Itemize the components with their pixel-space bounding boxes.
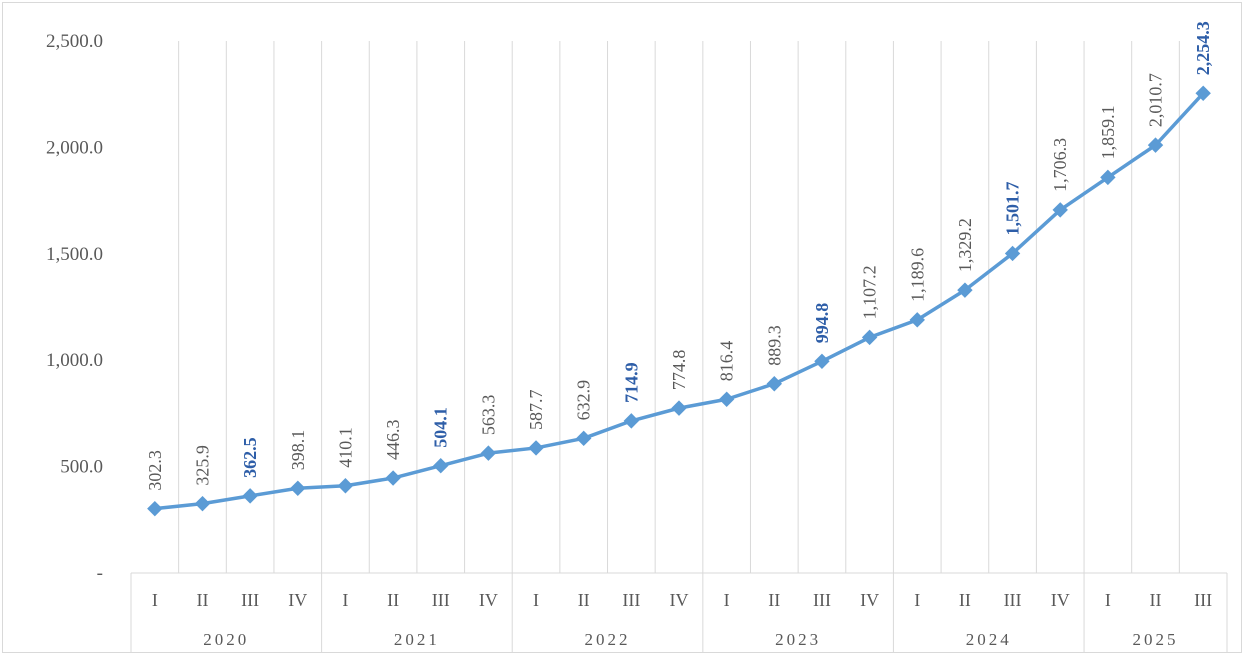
gridlines: [178, 41, 1180, 573]
series: [147, 85, 1211, 517]
data-point: [718, 391, 735, 407]
y-tick-label: 500.0: [60, 457, 103, 478]
year-label: 2020: [203, 630, 249, 649]
x-tick-label: IV: [479, 590, 498, 610]
x-tick-label: II: [196, 590, 208, 610]
data-labels: 302.3 325.9 362.5 398.1 410.1 446.3 504.1 563.3…: [145, 21, 1213, 490]
data-point: [1195, 85, 1211, 101]
y-tick-label: 2,000.0: [46, 137, 103, 158]
data-point: [147, 500, 163, 517]
x-tick-label: I: [342, 590, 348, 610]
data-point: [194, 495, 211, 512]
data-point: [385, 470, 401, 486]
x-tick-label: IV: [288, 590, 307, 610]
x-tick-label: II: [578, 590, 590, 610]
x-tick-label: III: [622, 590, 640, 610]
x-tick-label: IV: [860, 590, 879, 610]
data-label: 774.8: [669, 350, 689, 391]
data-point: [1100, 169, 1116, 186]
data-label: 1,706.3: [1050, 138, 1070, 192]
data-label: 504.1: [431, 407, 451, 448]
data-point: [433, 458, 449, 474]
x-tick-label: I: [152, 590, 158, 610]
x-tick-label: II: [768, 590, 780, 610]
x-tick-label: IV: [670, 590, 689, 610]
data-label: 398.1: [288, 430, 308, 471]
axes: [130, 572, 1228, 652]
data-label: 410.1: [335, 427, 355, 468]
data-label: 632.9: [574, 380, 594, 421]
data-label: 1,501.7: [1003, 181, 1023, 235]
data-label: 1,189.6: [907, 248, 927, 302]
data-label: 889.3: [764, 325, 784, 366]
x-tick-label: III: [241, 590, 259, 610]
year-label: 2022: [585, 630, 631, 649]
data-label: 994.8: [812, 303, 832, 344]
data-label: 302.3: [145, 450, 165, 491]
x-tick-label: II: [959, 590, 971, 610]
data-label: 2,010.7: [1146, 73, 1166, 127]
data-point: [766, 376, 783, 392]
data-point: [814, 353, 830, 370]
x-tick-label: I: [724, 590, 730, 610]
x-tick-label: IV: [1051, 590, 1070, 610]
y-tick-label: 1,000.0: [46, 350, 103, 371]
y-tick-label: -: [97, 563, 103, 584]
data-point: [861, 329, 878, 346]
data-point: [242, 488, 258, 504]
data-point: [1147, 137, 1164, 153]
x-tick-label: III: [813, 590, 831, 610]
data-point: [1004, 245, 1021, 262]
data-label: 2,254.3: [1193, 21, 1213, 75]
data-point: [337, 478, 354, 494]
data-point: [480, 445, 497, 461]
data-label: 325.9: [192, 445, 212, 486]
y-tick-label: 2,500.0: [46, 31, 103, 52]
x-tick-label: I: [533, 590, 539, 610]
year-label: 2023: [775, 630, 821, 649]
data-label: 587.7: [526, 389, 546, 430]
data-point: [1052, 202, 1068, 218]
x-tick-label: III: [432, 590, 450, 610]
x-tick-label: III: [1194, 590, 1212, 610]
data-label: 1,859.1: [1098, 105, 1118, 159]
data-label: 816.4: [717, 341, 737, 382]
data-label: 563.3: [478, 395, 498, 436]
x-tick-label: I: [1105, 590, 1111, 610]
y-axis-ticks: - 500.0 1,000.0 1,500.0 2,000.0 2,500.0: [46, 31, 103, 584]
x-tick-label: I: [914, 590, 920, 610]
data-point: [290, 480, 306, 496]
data-point: [957, 282, 973, 298]
series-line: [154, 92, 1205, 511]
x-tick-label: II: [1150, 590, 1162, 610]
data-point: [528, 440, 544, 456]
data-label: 446.3: [383, 420, 403, 461]
data-label: 714.9: [621, 362, 641, 403]
year-label: 2024: [966, 630, 1012, 649]
data-label: 362.5: [240, 437, 260, 478]
data-point: [623, 413, 640, 429]
year-label: 2025: [1133, 630, 1179, 649]
data-label: 1,329.2: [955, 218, 975, 272]
year-label: 2021: [394, 630, 440, 649]
data-label: 1,107.2: [860, 265, 880, 319]
x-tick-label: II: [387, 590, 399, 610]
x-tick-label: III: [1004, 590, 1022, 610]
data-point: [909, 312, 925, 328]
data-point: [575, 430, 592, 447]
data-point: [671, 400, 687, 416]
y-tick-label: 1,500.0: [46, 244, 103, 265]
